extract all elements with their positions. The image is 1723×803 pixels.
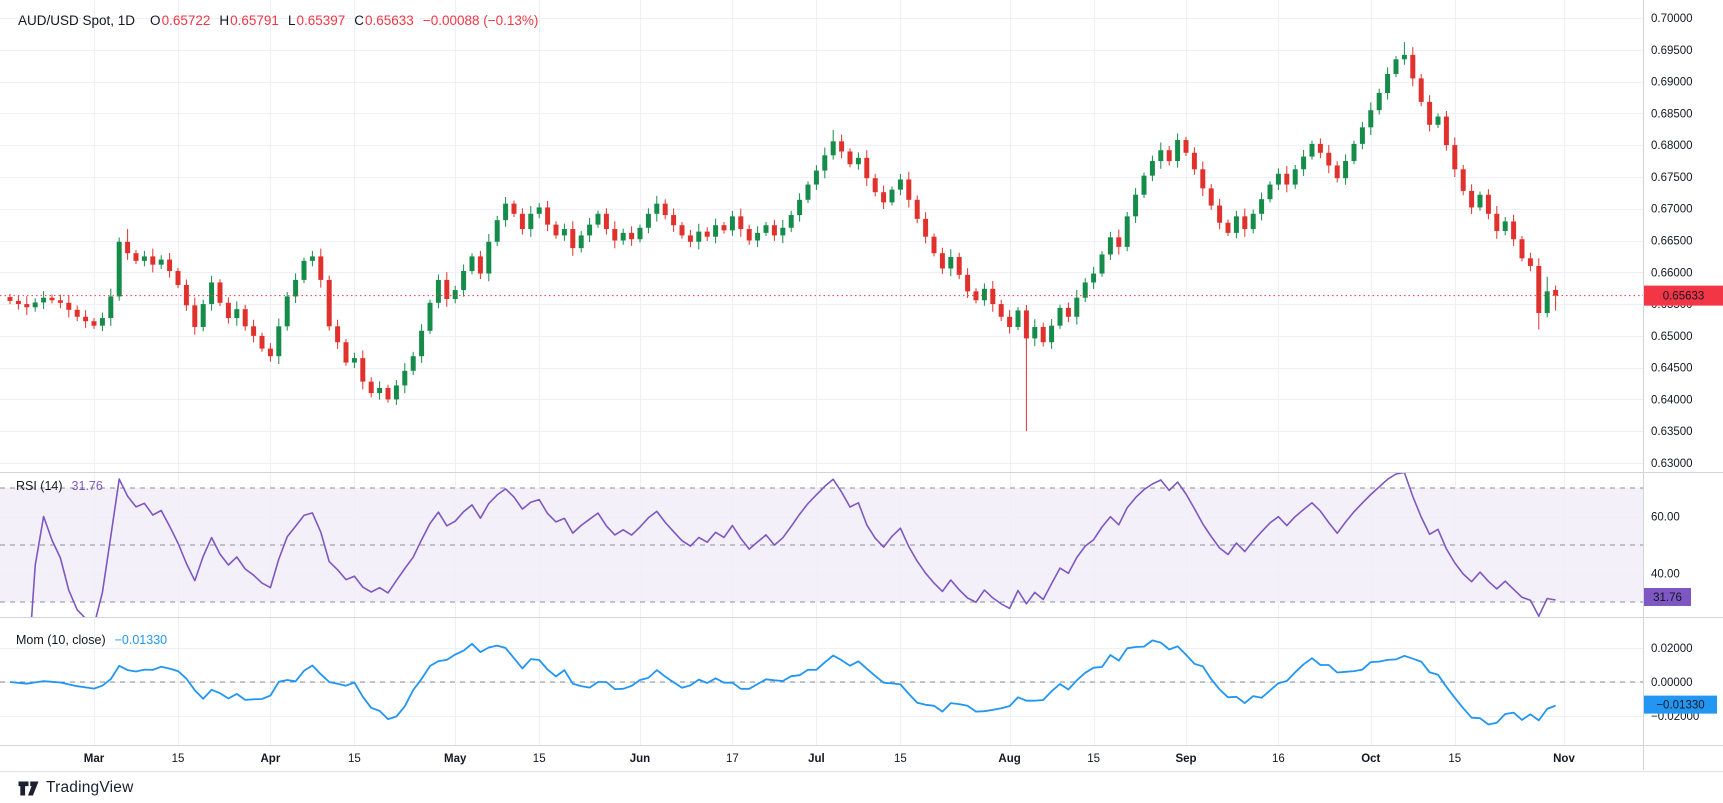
svg-text:Jul: Jul	[808, 753, 825, 765]
tradingview-brand-text: TradingView	[46, 779, 134, 796]
svg-text:0.67000: 0.67000	[1651, 204, 1693, 216]
tradingview-logo[interactable]: TradingView	[18, 779, 134, 797]
mom-value-badge: −0.01330	[1644, 695, 1717, 714]
mom-line	[9, 639, 1556, 726]
low-value: 0.65397	[296, 13, 346, 28]
svg-text:May: May	[444, 753, 467, 765]
tradingview-icon	[18, 781, 39, 795]
open-value: 0.65722	[161, 13, 211, 28]
price-axis[interactable]: 0.70000 0.69500 0.69000 0.68500 0.68000 0.675…	[1651, 13, 1699, 723]
svg-text:0.64500: 0.64500	[1651, 363, 1693, 375]
last-price-badge: 0.65633	[1644, 285, 1723, 306]
svg-text:0.65000: 0.65000	[1651, 331, 1693, 343]
svg-text:15: 15	[172, 753, 185, 765]
mom-title: Mom (10, close)	[16, 633, 106, 647]
svg-text:15: 15	[533, 753, 546, 765]
svg-text:0.69000: 0.69000	[1651, 77, 1693, 89]
rsi-band-lines	[0, 487, 1643, 603]
svg-text:0.63000: 0.63000	[1651, 458, 1693, 470]
svg-text:15: 15	[1448, 753, 1461, 765]
svg-text:0.66000: 0.66000	[1651, 267, 1693, 279]
svg-text:0.64000: 0.64000	[1651, 394, 1693, 406]
symbol-legend: AUD/USD Spot, 1D O0.65722 H0.65791 L0.65397…	[18, 13, 538, 28]
svg-text:0.69500: 0.69500	[1651, 45, 1693, 57]
svg-text:0.66500: 0.66500	[1651, 236, 1693, 248]
svg-text:Aug: Aug	[998, 753, 1020, 765]
rsi-value-badge: 31.76	[1644, 587, 1691, 606]
svg-text:Nov: Nov	[1553, 753, 1575, 765]
svg-text:16: 16	[1272, 753, 1285, 765]
mom-value: −0.01330	[114, 633, 168, 647]
rsi-legend: RSI (14) 31.76	[16, 479, 103, 493]
svg-text:40.00: 40.00	[1651, 569, 1680, 581]
vertical-gridlines	[94, 0, 1565, 745]
svg-text:0.02000: 0.02000	[1651, 643, 1693, 655]
svg-text:15: 15	[1087, 753, 1100, 765]
svg-text:Apr: Apr	[260, 753, 280, 765]
candlestick-series	[7, 42, 1559, 432]
svg-text:0.68500: 0.68500	[1651, 108, 1693, 120]
time-axis[interactable]: Mar 15 Apr 15 May 15 Jun 17 Jul 15 Aug 15 Sep 16 Oct 15…	[84, 753, 1576, 765]
svg-text:15: 15	[348, 753, 361, 765]
svg-text:Mar: Mar	[84, 753, 105, 765]
change-value: −0.00088 (−0.13%)	[422, 13, 539, 28]
high-key: H	[219, 13, 230, 28]
svg-text:60.00: 60.00	[1651, 512, 1680, 524]
rsi-title: RSI (14)	[16, 479, 63, 493]
svg-text:0.68000: 0.68000	[1651, 140, 1693, 152]
rsi-value: 31.76	[71, 479, 103, 493]
svg-text:Sep: Sep	[1175, 753, 1196, 765]
rsi-line	[30, 472, 1556, 617]
svg-text:−0.02000: −0.02000	[1651, 711, 1699, 723]
svg-text:31.76: 31.76	[1653, 592, 1682, 604]
footer-strip: TradingView	[0, 771, 1723, 803]
svg-text:0.63500: 0.63500	[1651, 426, 1693, 438]
svg-text:0.67500: 0.67500	[1651, 172, 1693, 184]
svg-text:15: 15	[894, 753, 907, 765]
svg-text:17: 17	[726, 753, 739, 765]
pane-dividers	[0, 0, 1723, 770]
low-key: L	[287, 13, 296, 28]
symbol-title: AUD/USD Spot, 1D	[18, 13, 136, 28]
svg-text:0.70000: 0.70000	[1651, 13, 1693, 25]
svg-text:Jun: Jun	[630, 753, 650, 765]
svg-text:Oct: Oct	[1361, 753, 1380, 765]
svg-text:0.00000: 0.00000	[1651, 677, 1693, 689]
high-value: 0.65791	[230, 13, 279, 28]
price-gridlines	[0, 18, 1643, 717]
close-value: 0.65633	[365, 13, 414, 28]
svg-text:0.65633: 0.65633	[1663, 291, 1705, 303]
mom-legend: Mom (10, close) −0.01330	[16, 633, 167, 647]
close-key: C	[354, 13, 365, 28]
svg-text:−0.01330: −0.01330	[1656, 700, 1704, 712]
open-key: O	[150, 13, 161, 28]
